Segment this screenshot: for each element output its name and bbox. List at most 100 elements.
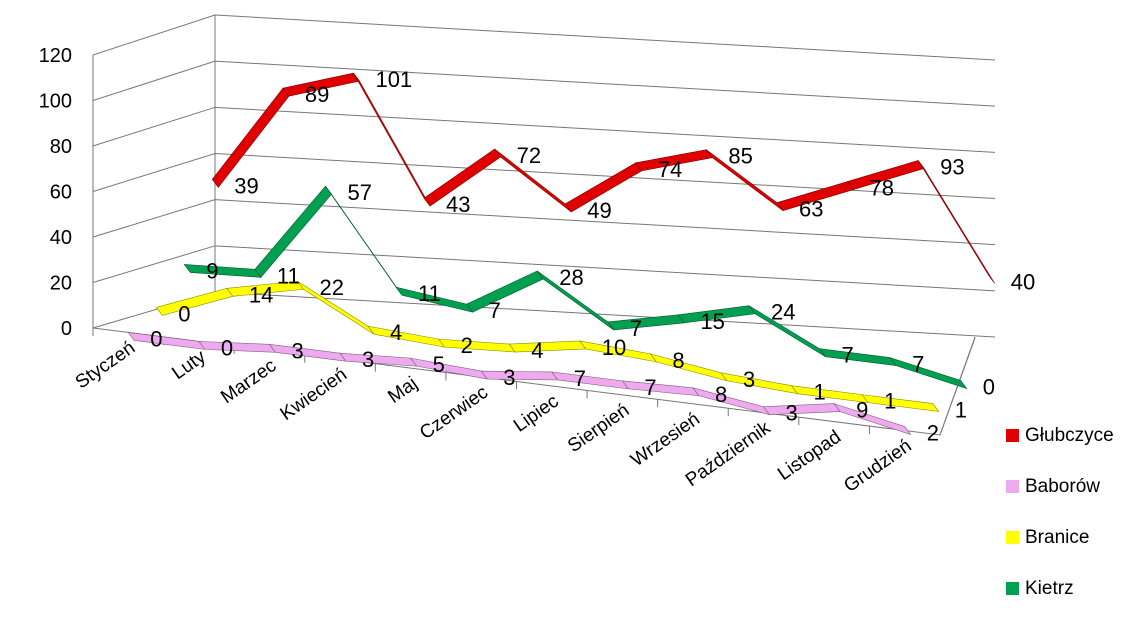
category-label: Czerwiec [416, 382, 492, 444]
category-label: Wrzesień [627, 409, 704, 471]
y-tick-label: 120 [39, 45, 72, 67]
series-3 [155, 280, 940, 412]
series-segment [183, 264, 262, 278]
series-segment [198, 341, 277, 353]
data-label: 4 [531, 338, 543, 363]
legend-label: Kietrz [1025, 577, 1074, 599]
data-label: 22 [319, 275, 343, 300]
legend-item: Baborów [1006, 473, 1136, 500]
data-label: 3 [362, 347, 374, 372]
data-label: 8 [672, 348, 684, 373]
category-label: Kwiecień [277, 364, 351, 425]
category-label: Luty [168, 346, 210, 384]
legend-swatch [1006, 429, 1019, 442]
data-label: 1 [814, 380, 826, 405]
data-label: 72 [517, 143, 541, 168]
category-label: Styczeń [72, 337, 139, 393]
data-label: 7 [644, 375, 656, 400]
data-label: 7 [574, 366, 586, 391]
data-label: 10 [602, 335, 626, 360]
data-label: 101 [375, 67, 412, 92]
series-segment [268, 343, 347, 362]
data-label: 2 [927, 421, 939, 446]
legend-item: Kietrz [1006, 575, 1136, 602]
series-1 [211, 72, 995, 284]
data-label: 1 [955, 398, 967, 423]
series-segment [621, 380, 700, 397]
data-label: 74 [658, 157, 682, 182]
legend-swatch [1006, 582, 1019, 595]
series-segment [367, 325, 446, 348]
data-label: 28 [559, 265, 583, 290]
data-label: 9 [206, 258, 218, 283]
data-label: 9 [856, 398, 868, 423]
data-label: 3 [503, 365, 515, 390]
series-segment [466, 270, 544, 313]
data-label: 3 [291, 338, 303, 363]
data-label: 57 [347, 180, 371, 205]
gridline [92, 60, 996, 107]
y-tick-label: 40 [50, 227, 72, 249]
y-tick-label: 60 [50, 182, 72, 204]
category-label: Marzec [217, 355, 280, 408]
data-label: 11 [418, 281, 441, 306]
data-label: 0 [983, 375, 995, 400]
category-label: Grudzień [840, 435, 915, 496]
data-label: 0 [150, 326, 162, 351]
gridline [92, 199, 996, 246]
data-label: 3 [743, 367, 755, 392]
data-label: 7 [489, 298, 501, 323]
legend-label: Baborów [1025, 475, 1100, 497]
series-segment [889, 357, 968, 390]
legend-swatch [1006, 531, 1019, 544]
data-label: 15 [700, 309, 724, 334]
floor-right-edge [939, 337, 976, 436]
series-segment [127, 332, 206, 350]
series-2 [127, 332, 912, 436]
data-label: 78 [870, 176, 894, 201]
series-segment [818, 348, 897, 366]
series-segment [833, 403, 912, 436]
series-segment [409, 357, 488, 380]
gridline [92, 106, 996, 153]
series-segment [692, 387, 771, 416]
series-segment [861, 394, 940, 412]
y-tick-label: 20 [50, 273, 72, 295]
data-label: 7 [912, 352, 924, 377]
series-segment [720, 372, 799, 395]
data-label: 0 [178, 301, 190, 326]
series-segment [551, 371, 630, 390]
series-4 [183, 185, 968, 390]
legend-swatch [1006, 480, 1019, 493]
category-label: Listopad [774, 427, 845, 485]
data-label: 2 [461, 333, 473, 358]
series-segment [762, 403, 841, 416]
series-segment [917, 160, 995, 284]
data-label: 24 [771, 300, 795, 325]
legend-item: Branice [1006, 524, 1136, 551]
gridline [92, 14, 996, 61]
data-label: 49 [587, 198, 611, 223]
y-tick-label: 0 [61, 318, 72, 340]
series-lines [127, 72, 995, 436]
series-segment [437, 338, 516, 353]
data-label: 89 [305, 82, 329, 107]
data-label: 7 [630, 316, 642, 341]
legend: Głubczyce Baborów Branice Kietrz [1006, 422, 1136, 626]
data-label: 0 [221, 335, 233, 360]
data-label: 93 [940, 154, 964, 179]
gridline [92, 291, 996, 338]
series-segment [155, 288, 234, 316]
y-tick-label: 100 [39, 91, 72, 113]
category-label: Sierpień [564, 400, 633, 457]
series-segment [649, 353, 728, 382]
category-label: Maj [384, 373, 421, 408]
data-label: 3 [786, 401, 798, 426]
series-segment [480, 370, 559, 381]
data-label: 11 [277, 263, 300, 288]
data-label: 43 [446, 192, 470, 217]
series-segment [508, 340, 587, 353]
